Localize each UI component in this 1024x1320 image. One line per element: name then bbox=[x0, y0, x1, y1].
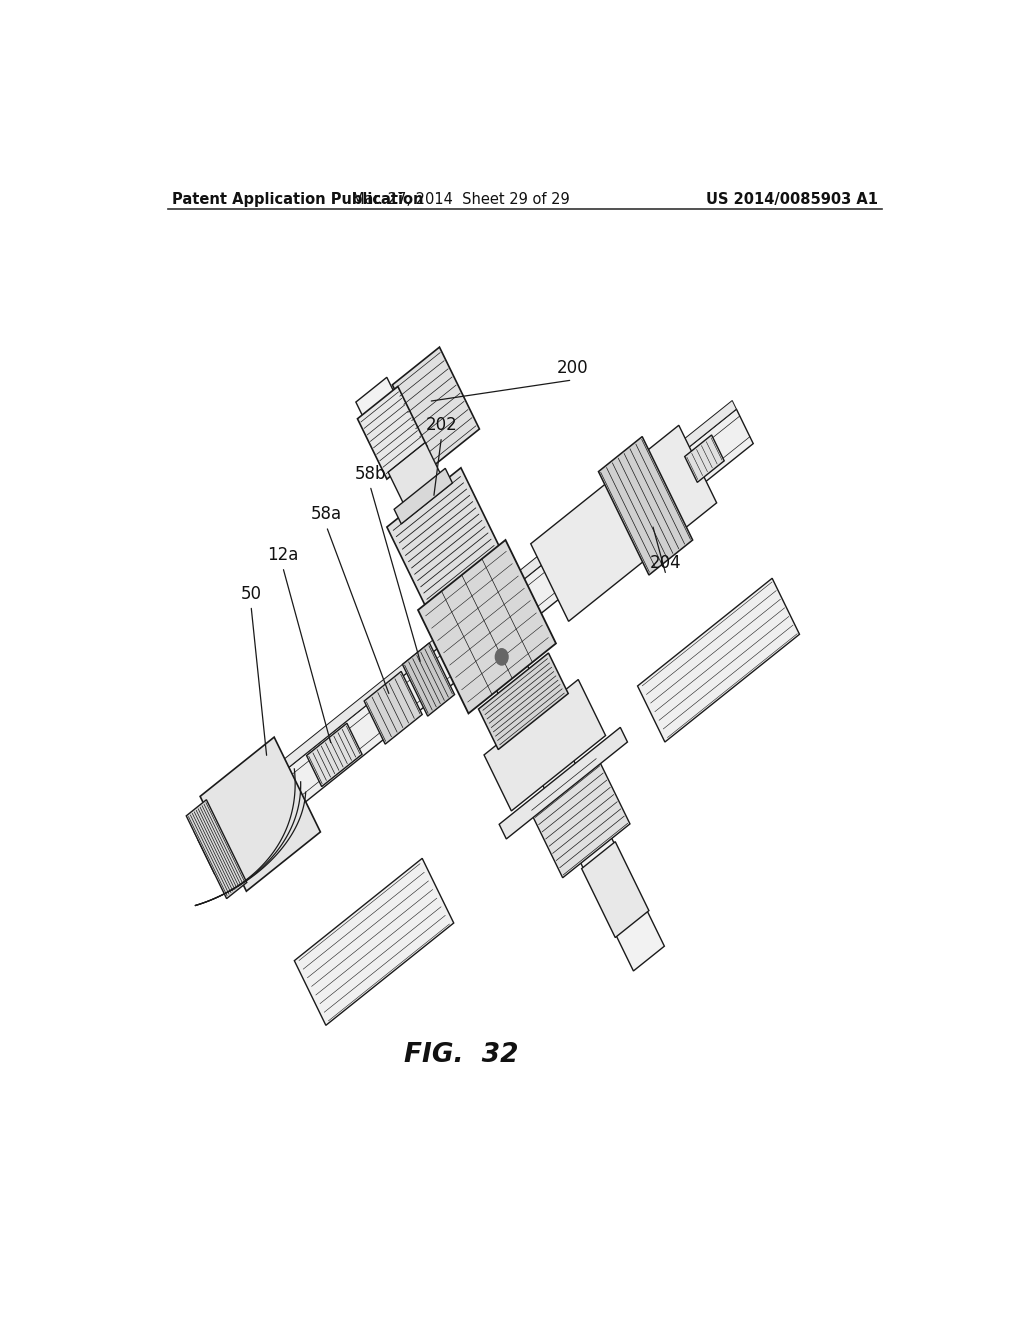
Text: 202: 202 bbox=[426, 416, 458, 434]
Polygon shape bbox=[194, 400, 736, 840]
Text: FIG.  32: FIG. 32 bbox=[404, 1041, 518, 1068]
Text: Mar. 27, 2014  Sheet 29 of 29: Mar. 27, 2014 Sheet 29 of 29 bbox=[352, 193, 570, 207]
Polygon shape bbox=[388, 442, 444, 511]
Polygon shape bbox=[598, 437, 692, 576]
Text: 50: 50 bbox=[241, 585, 261, 602]
Text: 58b: 58b bbox=[354, 465, 386, 483]
Text: 200: 200 bbox=[557, 359, 588, 378]
Polygon shape bbox=[499, 727, 628, 840]
Text: US 2014/0085903 A1: US 2014/0085903 A1 bbox=[706, 193, 878, 207]
Text: 204: 204 bbox=[650, 554, 682, 572]
Polygon shape bbox=[392, 347, 479, 467]
Polygon shape bbox=[478, 653, 568, 750]
Polygon shape bbox=[402, 643, 455, 717]
Polygon shape bbox=[198, 409, 754, 874]
Polygon shape bbox=[638, 578, 800, 742]
Polygon shape bbox=[186, 800, 247, 899]
Polygon shape bbox=[685, 436, 724, 482]
Text: 58a: 58a bbox=[311, 506, 342, 523]
Polygon shape bbox=[418, 540, 556, 713]
Polygon shape bbox=[484, 680, 605, 810]
Polygon shape bbox=[529, 755, 630, 878]
Polygon shape bbox=[200, 737, 321, 891]
Polygon shape bbox=[394, 469, 453, 524]
Polygon shape bbox=[582, 842, 649, 937]
Circle shape bbox=[496, 648, 508, 665]
Polygon shape bbox=[365, 672, 422, 744]
Polygon shape bbox=[306, 723, 362, 787]
Polygon shape bbox=[387, 467, 501, 609]
Polygon shape bbox=[356, 378, 665, 972]
Polygon shape bbox=[530, 425, 717, 622]
Polygon shape bbox=[357, 387, 427, 479]
Polygon shape bbox=[294, 858, 454, 1026]
Text: 12a: 12a bbox=[267, 546, 298, 564]
Text: Patent Application Publication: Patent Application Publication bbox=[172, 193, 423, 207]
